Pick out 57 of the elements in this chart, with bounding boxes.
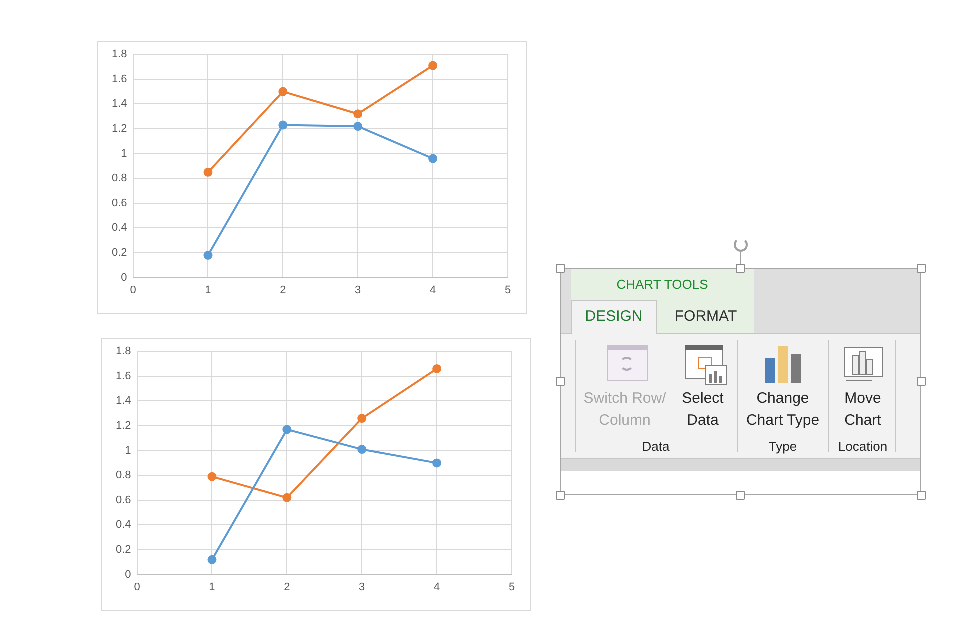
point — [282, 493, 292, 502]
x-tick-label: 1 — [209, 581, 216, 594]
y-tick-label: 1.4 — [116, 395, 132, 408]
point — [354, 110, 363, 119]
point — [278, 87, 288, 96]
x-tick-label: 2 — [284, 581, 290, 594]
x-tick-label: 4 — [434, 581, 440, 594]
y-tick-label: 0.2 — [116, 544, 132, 556]
x-tick-label: 2 — [280, 284, 286, 296]
text: Switch Row/ Column — [582, 389, 668, 431]
x-tick-label: 5 — [508, 581, 516, 594]
y-tick-label: 1.6 — [116, 370, 132, 382]
point — [432, 458, 442, 468]
y-tick-label: 0.8 — [112, 172, 128, 185]
point — [432, 364, 442, 374]
text: CHART TOOLS — [616, 277, 710, 292]
y-tick-label: 1.4 — [112, 98, 128, 110]
x-tick-label: 1 — [205, 284, 212, 296]
y-tick-label: 1.8 — [116, 346, 132, 358]
point — [354, 122, 363, 132]
text: Type — [768, 438, 798, 456]
y-tick-label: 1.2 — [116, 420, 132, 432]
y-tick-label: 1 — [125, 444, 132, 457]
x-tick-label: 5 — [504, 284, 512, 296]
text: Change Chart Type — [745, 389, 821, 431]
text: Select Data — [681, 389, 725, 431]
x-tick-label: 3 — [359, 581, 366, 594]
text: Data — [641, 438, 671, 456]
y-tick-label: 0.8 — [116, 470, 132, 482]
y-tick-label: 0.4 — [112, 222, 128, 234]
x-tick-label: 0 — [134, 581, 140, 594]
y-tick-label: 0.4 — [116, 519, 132, 532]
text: Move Chart — [844, 389, 882, 431]
x-tick-label: 4 — [430, 284, 436, 296]
y-tick-label: 0.2 — [112, 247, 128, 260]
point — [278, 120, 288, 130]
y-tick-label: 0.6 — [116, 494, 132, 506]
point — [428, 61, 438, 70]
text: DESIGN — [584, 308, 644, 325]
point — [358, 414, 367, 424]
point — [208, 472, 217, 482]
text: Location — [837, 438, 889, 456]
y-tick-label: 0 — [121, 272, 128, 284]
point — [282, 425, 292, 434]
y-tick-label: 0 — [125, 568, 132, 581]
text: FORMAT — [674, 308, 738, 325]
y-tick-label: 1.6 — [112, 73, 128, 86]
y-tick-label: 0.6 — [112, 197, 128, 210]
point — [208, 555, 217, 564]
point — [204, 168, 213, 177]
point — [358, 445, 367, 454]
y-tick-label: 1.8 — [112, 48, 128, 61]
y-tick-label: 1 — [121, 148, 128, 160]
y-tick-label: 1.2 — [112, 123, 128, 136]
point — [428, 154, 438, 164]
point — [204, 250, 213, 260]
x-tick-label: 3 — [355, 284, 362, 296]
